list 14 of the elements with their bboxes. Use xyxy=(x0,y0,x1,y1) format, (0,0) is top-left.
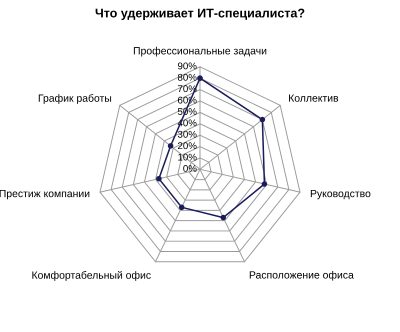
y-tick-label: 20% xyxy=(178,142,197,150)
y-tick-label: 0% xyxy=(183,165,197,172)
spoke-label: Профессиональные задачи xyxy=(134,46,266,56)
spoke-label: Комфортабельный офис xyxy=(32,270,151,281)
spoke-label: Престиж компании xyxy=(0,190,90,200)
y-tick-label: 90% xyxy=(178,62,197,70)
y-tick-label: 30% xyxy=(178,130,197,138)
y-tick-label: 10% xyxy=(178,154,197,161)
spoke-label: Коллектив xyxy=(289,94,338,102)
spoke-label: Расположение офиса xyxy=(250,270,354,281)
spoke-label: График работы xyxy=(38,94,112,104)
y-tick-label: 80% xyxy=(178,74,197,81)
chart-title: Что удерживает ИТ-специалиста? xyxy=(96,8,304,20)
spoke-label: Руководство xyxy=(310,190,370,200)
